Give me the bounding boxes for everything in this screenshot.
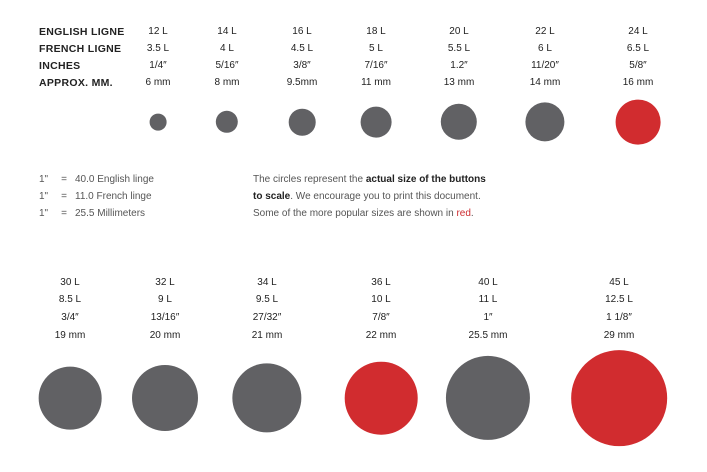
mm-value: 16 mm — [622, 77, 654, 88]
mm-value: 20 mm — [149, 330, 181, 341]
button-circle — [360, 106, 392, 138]
mm-value: 19 mm — [54, 330, 86, 341]
button-circle — [440, 103, 478, 141]
inches-value: 13/16″ — [150, 312, 180, 323]
inches-value: 5/16″ — [215, 60, 239, 71]
description-line-1: The circles represent the actual size of… — [253, 174, 486, 185]
inches-value: 7/16″ — [364, 60, 388, 71]
english-ligne-value: 45 L — [609, 277, 629, 288]
english-ligne-value: 12 L — [148, 26, 168, 37]
english-ligne-value: 14 L — [217, 26, 237, 37]
french-ligne-value: 11 L — [478, 294, 498, 305]
button-circle — [232, 363, 302, 433]
english-ligne-value: 22 L — [535, 26, 555, 37]
button-circle-popular — [571, 350, 667, 446]
french-ligne-value: 4 L — [220, 43, 234, 54]
inches-value: 1 1/8″ — [606, 312, 632, 323]
inches-value: 27/32″ — [252, 312, 282, 323]
mm-value: 22 mm — [365, 330, 397, 341]
inches-value: 3/4″ — [61, 312, 79, 323]
french-ligne-value: 5 L — [369, 43, 383, 54]
inches-value: 3/8″ — [293, 60, 311, 71]
english-ligne-value: 36 L — [371, 277, 391, 288]
french-ligne-value: 5.5 L — [447, 43, 471, 54]
french-ligne-value: 12.5 L — [605, 294, 633, 305]
mm-value: 9.5mm — [286, 77, 318, 88]
mm-value: 8 mm — [214, 77, 240, 88]
conversion-line: 1" = 11.0 French linge — [39, 191, 152, 202]
english-ligne-value: 16 L — [292, 26, 312, 37]
mm-value: 25.5 mm — [468, 330, 508, 341]
description-line-3: Some of the more popular sizes are shown… — [253, 208, 474, 219]
inches-value: 1/4″ — [149, 60, 167, 71]
button-circle — [288, 108, 316, 136]
description-line-2: to scale. We encourage you to print this… — [253, 191, 481, 202]
mm-value: 29 mm — [603, 330, 635, 341]
french-ligne-value: 9.5 L — [255, 294, 279, 305]
french-ligne-value: 4.5 L — [290, 43, 314, 54]
mm-value: 14 mm — [529, 77, 561, 88]
button-circle-popular — [615, 99, 661, 145]
french-ligne-value: 8.5 L — [58, 294, 82, 305]
inches-value: 1.2″ — [450, 60, 468, 71]
mm-value: 13 mm — [443, 77, 475, 88]
inches-value: 1″ — [483, 312, 493, 323]
english-ligne-value: 34 L — [257, 277, 277, 288]
french-ligne-value: 6.5 L — [626, 43, 650, 54]
mm-value: 11 mm — [361, 77, 391, 88]
french-ligne-value: 9 L — [158, 294, 172, 305]
inches-value: 11/20″ — [531, 60, 559, 71]
label-french-ligne: FRENCH LIGNE — [39, 43, 122, 55]
mm-value: 6 mm — [145, 77, 171, 88]
button-circle — [445, 355, 531, 441]
mm-value: 21 mm — [251, 330, 283, 341]
label-inches: INCHES — [39, 60, 81, 72]
button-circle-popular — [344, 361, 418, 435]
label-approx-mm: APPROX. MM. — [39, 77, 113, 89]
conversion-line: 1" = 40.0 English linge — [39, 174, 154, 185]
label-english-ligne: ENGLISH LIGNE — [39, 26, 125, 38]
english-ligne-value: 32 L — [155, 277, 175, 288]
button-circle — [38, 366, 102, 430]
inches-value: 5/8″ — [629, 60, 647, 71]
conversion-line: 1" = 25.5 Millimeters — [39, 208, 146, 219]
english-ligne-value: 30 L — [60, 277, 80, 288]
french-ligne-value: 3.5 L — [146, 43, 170, 54]
english-ligne-value: 18 L — [366, 26, 386, 37]
inches-value: 7/8″ — [372, 312, 390, 323]
english-ligne-value: 20 L — [449, 26, 469, 37]
english-ligne-value: 24 L — [628, 26, 648, 37]
button-circle — [149, 113, 167, 131]
button-circle — [132, 365, 198, 431]
english-ligne-value: 40 L — [478, 277, 498, 288]
french-ligne-value: 6 L — [538, 43, 552, 54]
button-circle — [525, 102, 565, 142]
button-circle — [215, 110, 239, 134]
french-ligne-value: 10 L — [371, 294, 391, 305]
